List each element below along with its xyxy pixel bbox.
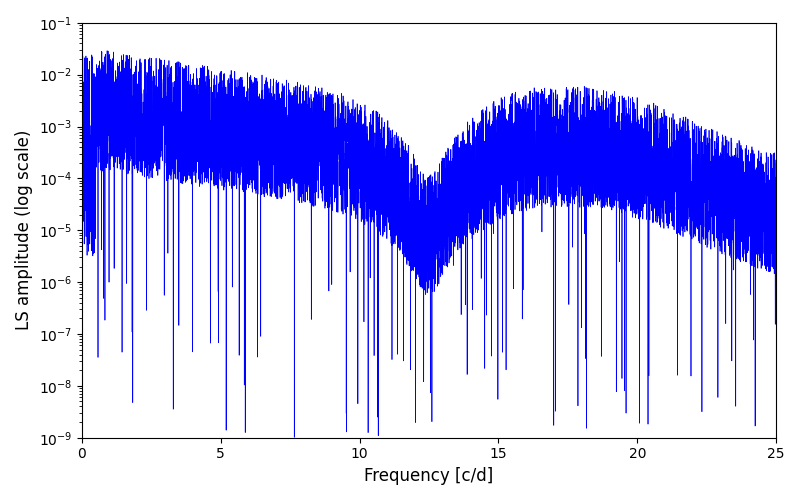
X-axis label: Frequency [c/d]: Frequency [c/d]: [364, 467, 494, 485]
Y-axis label: LS amplitude (log scale): LS amplitude (log scale): [15, 130, 33, 330]
